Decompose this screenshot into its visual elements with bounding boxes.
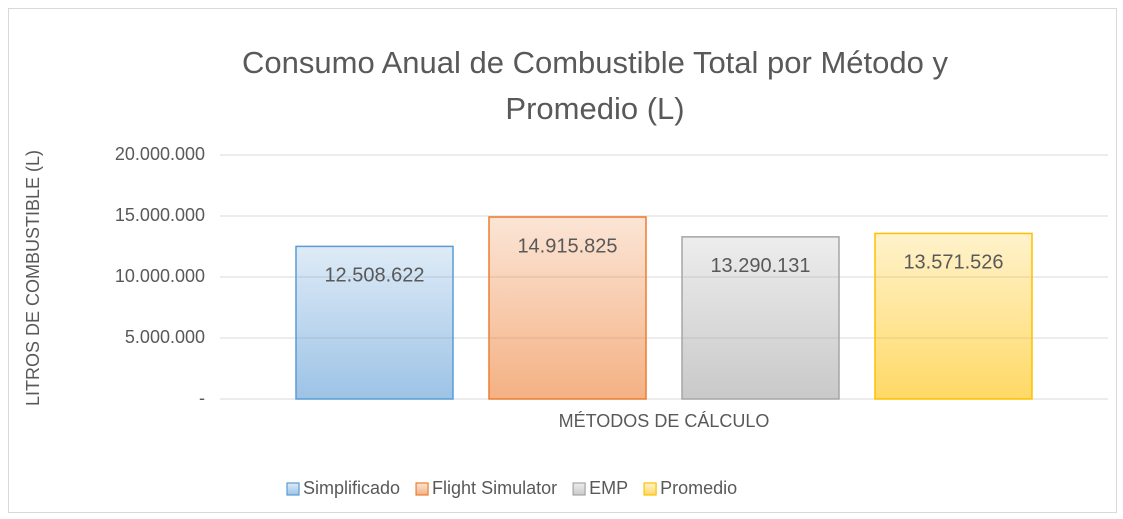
legend-swatch [572, 482, 586, 496]
y-tick-label: - [199, 388, 205, 408]
bar [295, 245, 454, 400]
bar [874, 232, 1033, 400]
y-tick-label: 15.000.000 [115, 205, 205, 225]
y-tick-label: 20.000.000 [115, 144, 205, 164]
legend-label: Simplificado [303, 478, 400, 498]
x-axis-title: MÉTODOS DE CÁLCULO [559, 411, 770, 431]
y-axis-title: LITROS DE COMBUSTIBLE (L) [23, 150, 43, 406]
legend-swatch [643, 482, 657, 496]
legend-label: EMP [589, 478, 628, 498]
bar [681, 236, 840, 400]
legend-swatch [415, 482, 429, 496]
data-label: 13.290.131 [710, 255, 810, 277]
legend-label: Promedio [660, 478, 737, 498]
bar [488, 216, 647, 400]
chart-title: Consumo Anual de Combustible Total por M… [242, 45, 948, 126]
legend-label: Flight Simulator [432, 478, 557, 498]
y-tick-label: 5.000.000 [125, 327, 205, 347]
legend-swatch [286, 482, 300, 496]
data-label: 12.508.622 [324, 265, 424, 287]
data-label: 14.915.825 [517, 235, 617, 257]
y-tick-label: 10.000.000 [115, 266, 205, 286]
data-label: 13.571.526 [903, 252, 1003, 274]
